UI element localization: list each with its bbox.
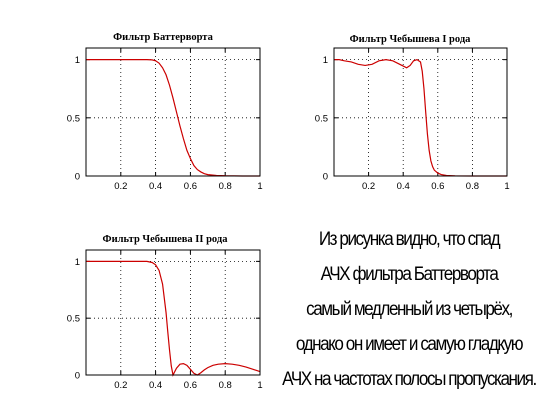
- chart-chebyshev-2: Фильтр Чебышева II рода 0.2 0.4 0.6 0.8 1 0 0.…: [67, 234, 263, 391]
- caption-line: однако он имеет и самую гладкую: [295, 334, 524, 355]
- x-tick-label: 1: [504, 181, 509, 192]
- chart-chebyshev-1: Фильтр Чебышева I рода 0.2 0.4 0.6 0.8 1 0 0.5…: [315, 34, 510, 192]
- x-tick-label: 0.6: [431, 181, 444, 192]
- plot-area: [333, 47, 508, 177]
- axes-frame: [85, 47, 261, 177]
- x-tick-label: 1: [257, 380, 262, 391]
- x-tick-label: 0.6: [184, 380, 197, 391]
- x-tick-label: 0.4: [397, 181, 410, 192]
- x-tick-label: 0.8: [219, 380, 232, 391]
- y-tick-label: 0.5: [315, 113, 328, 124]
- chart-title: Фильтр Чебышева II рода: [103, 234, 229, 245]
- plot-area: [85, 47, 261, 177]
- x-tick-label: 0.4: [149, 380, 162, 391]
- chart-title: Фильтр Чебышева I рода: [350, 34, 472, 45]
- plot-area: [85, 249, 261, 376]
- x-tick-label: 0.2: [362, 181, 375, 192]
- y-tick-label: 0: [75, 172, 80, 183]
- x-tick-label: 0.2: [114, 380, 127, 391]
- chart-title: Фильтр Баттерворта: [113, 32, 213, 43]
- series-line: [86, 260, 261, 377]
- y-tick-label: 0.5: [67, 314, 80, 325]
- y-tick-label: 1: [75, 55, 80, 66]
- x-tick-label: 0.4: [149, 181, 162, 192]
- series-line: [86, 59, 260, 177]
- x-tick-label: 0.6: [184, 181, 197, 192]
- axes-frame: [85, 249, 261, 376]
- series-line: [334, 58, 507, 177]
- x-tick-label: 0.8: [466, 181, 479, 192]
- caption-text: Из рисунка видно, что спад АЧХ фильтра Б…: [273, 222, 545, 397]
- caption-line: АЧХ на частотах полосы пропускания.: [282, 369, 537, 390]
- y-tick-label: 0: [75, 371, 80, 382]
- y-tick-label: 0: [323, 172, 328, 183]
- caption-line: Из рисунка видно, что спад: [318, 229, 501, 250]
- x-tick-label: 0.8: [219, 181, 232, 192]
- caption-line: АЧХ фильтра Баттерворта: [320, 264, 499, 285]
- axes-frame: [333, 47, 508, 177]
- x-tick-label: 0.2: [114, 181, 127, 192]
- y-tick-label: 1: [323, 55, 328, 66]
- y-tick-label: 0.5: [67, 113, 80, 124]
- x-tick-label: 1: [257, 181, 262, 192]
- chart-butterworth: Фильтр Баттерворта 0.2 0.4 0.6 0.8 1 0 0.5 1: [67, 32, 263, 192]
- y-tick-label: 1: [75, 257, 80, 268]
- caption-line: самый медленный из четырёх,: [306, 299, 513, 320]
